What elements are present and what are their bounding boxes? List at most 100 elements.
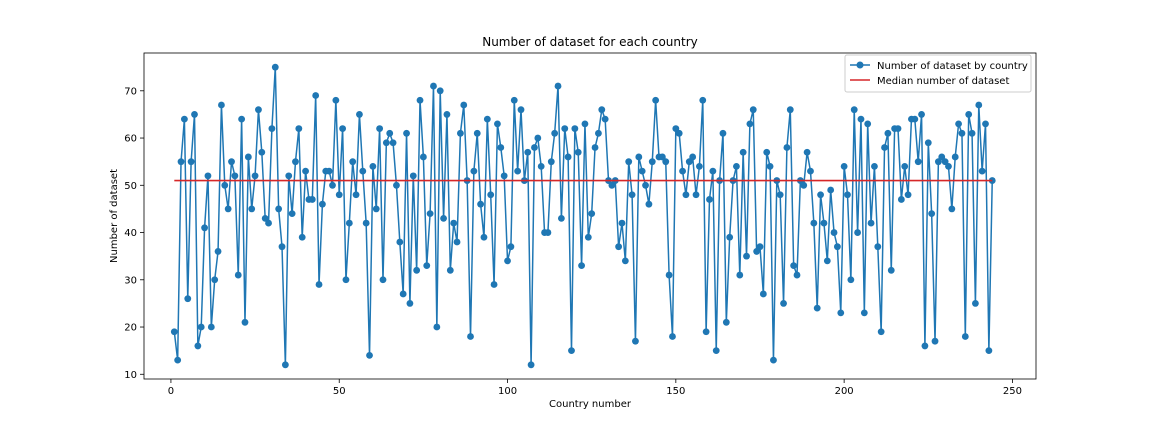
data-point: [204, 172, 212, 180]
data-point: [961, 333, 969, 340]
data-point: [749, 106, 757, 114]
data-point: [904, 191, 912, 199]
data-point: [288, 210, 296, 218]
data-point: [955, 120, 962, 128]
legend: Number of dataset by country Median numb…: [844, 54, 1032, 93]
data-point: [473, 129, 481, 137]
data-point: [776, 191, 784, 199]
y-tick-label: 10: [124, 370, 137, 381]
data-point: [224, 205, 232, 213]
data-point: [598, 106, 606, 114]
data-point: [699, 96, 707, 104]
data-point: [450, 219, 458, 227]
data-point: [362, 219, 370, 227]
data-point: [507, 243, 515, 251]
data-point: [531, 144, 538, 151]
y-tick-label: 40: [124, 228, 137, 239]
data-point: [689, 153, 697, 161]
data-point: [709, 167, 717, 175]
data-point: [440, 214, 447, 222]
data-point: [803, 148, 811, 156]
data-point: [985, 347, 993, 355]
data-point: [945, 162, 952, 170]
data-point: [894, 125, 902, 132]
data-point: [685, 158, 693, 166]
data-point: [753, 248, 761, 255]
x-axis-label: Country number: [549, 399, 632, 410]
data-point: [931, 337, 939, 345]
data-point: [238, 115, 246, 123]
data-point: [568, 347, 575, 355]
data-point: [376, 125, 384, 132]
data-point: [467, 333, 474, 340]
data-point: [901, 162, 909, 170]
data-point: [692, 191, 700, 199]
data-point: [477, 200, 484, 208]
data-point: [632, 337, 639, 345]
data-point: [867, 219, 875, 227]
data-point: [403, 129, 410, 137]
data-point: [386, 129, 394, 137]
data-point: [510, 96, 518, 104]
data-point: [584, 233, 592, 241]
data-point: [800, 181, 808, 189]
data-point: [786, 106, 794, 114]
data-point: [658, 153, 666, 161]
data-point: [877, 328, 885, 336]
data-point: [810, 219, 818, 227]
chart-title: Number of dataset for each country: [482, 35, 698, 49]
data-point: [881, 144, 888, 151]
data-point: [423, 262, 431, 270]
data-point: [419, 153, 427, 161]
data-point: [356, 111, 363, 118]
y-axis-label: Number of dataset: [109, 169, 120, 263]
data-point: [628, 191, 636, 199]
data-point: [615, 243, 623, 251]
data-point: [359, 167, 367, 175]
data-point: [228, 158, 235, 166]
data-point: [409, 172, 417, 180]
data-point: [665, 271, 673, 279]
data-point: [564, 153, 572, 161]
data-point: [382, 139, 390, 147]
plot-area: [170, 63, 996, 369]
data-point: [500, 172, 508, 180]
data-point: [837, 309, 845, 317]
data-point: [433, 323, 441, 331]
y-tick-label: 20: [124, 323, 137, 334]
data-point: [770, 356, 777, 364]
data-point: [197, 323, 205, 331]
data-point: [958, 129, 966, 137]
data-point: [251, 172, 259, 180]
data-point: [278, 243, 286, 251]
data-point: [948, 205, 956, 213]
data-point: [924, 139, 932, 147]
data-point: [281, 361, 289, 369]
data-point: [268, 125, 276, 132]
data-point: [241, 318, 249, 326]
data-point: [830, 229, 838, 236]
data-point: [921, 342, 929, 350]
data-point: [312, 92, 320, 99]
data-point: [271, 63, 279, 71]
data-point: [214, 248, 222, 255]
data-point: [295, 125, 303, 132]
data-point: [207, 323, 215, 331]
data-point: [574, 148, 582, 156]
data-point: [914, 158, 922, 166]
data-point: [416, 96, 424, 104]
data-point: [436, 87, 444, 95]
data-point: [460, 101, 468, 109]
data-point: [329, 181, 336, 189]
data-point: [453, 238, 461, 246]
data-point: [399, 290, 407, 298]
data-point: [827, 186, 835, 194]
data-point: [928, 210, 936, 218]
data-point: [366, 351, 373, 359]
data-point: [941, 158, 949, 166]
data-point: [345, 219, 353, 227]
x-tick-label: 200: [835, 386, 854, 397]
data-point: [972, 300, 979, 307]
data-point: [406, 300, 414, 307]
data-point: [635, 153, 643, 161]
